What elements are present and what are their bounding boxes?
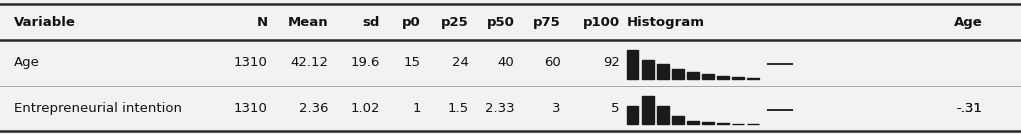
Text: Entrepreneurial intention: Entrepreneurial intention — [14, 102, 183, 115]
Text: 19.6: 19.6 — [350, 56, 380, 70]
Bar — [627, 106, 638, 124]
Text: 40: 40 — [498, 56, 515, 70]
Bar — [687, 121, 698, 124]
Text: p100: p100 — [583, 16, 620, 29]
Text: Variable: Variable — [14, 16, 77, 29]
Text: Age: Age — [14, 56, 40, 70]
Text: 15: 15 — [403, 56, 421, 70]
Text: 60: 60 — [544, 56, 561, 70]
Bar — [627, 50, 638, 79]
Bar — [702, 74, 714, 79]
Bar — [672, 116, 684, 124]
Bar — [687, 72, 698, 79]
Text: Mean: Mean — [288, 16, 329, 29]
Bar — [657, 106, 669, 124]
Bar — [717, 123, 729, 124]
Text: N: N — [256, 16, 268, 29]
Text: 1310: 1310 — [234, 102, 268, 115]
Bar — [657, 64, 669, 79]
Bar — [702, 122, 714, 124]
Text: sd: sd — [362, 16, 380, 29]
Bar — [642, 96, 653, 124]
Bar — [672, 69, 684, 79]
Text: Age: Age — [954, 16, 982, 29]
Bar — [642, 60, 653, 79]
Text: p75: p75 — [533, 16, 561, 29]
Text: 1.5: 1.5 — [447, 102, 469, 115]
Text: Histogram: Histogram — [627, 16, 704, 29]
Text: -.31: -.31 — [957, 102, 982, 115]
Text: 1.02: 1.02 — [350, 102, 380, 115]
Text: p0: p0 — [402, 16, 421, 29]
Text: 1310: 1310 — [234, 56, 268, 70]
Text: 1: 1 — [412, 102, 421, 115]
Bar — [732, 77, 743, 79]
Bar — [717, 76, 729, 79]
Text: 5: 5 — [612, 102, 620, 115]
Text: 3: 3 — [552, 102, 561, 115]
Text: 42.12: 42.12 — [291, 56, 329, 70]
Text: 2.33: 2.33 — [485, 102, 515, 115]
Text: -.31: -.31 — [957, 102, 982, 115]
Text: p25: p25 — [441, 16, 469, 29]
Text: 92: 92 — [602, 56, 620, 70]
Text: 2.36: 2.36 — [299, 102, 329, 115]
Text: p50: p50 — [487, 16, 515, 29]
Text: 24: 24 — [451, 56, 469, 70]
Bar — [747, 78, 759, 79]
